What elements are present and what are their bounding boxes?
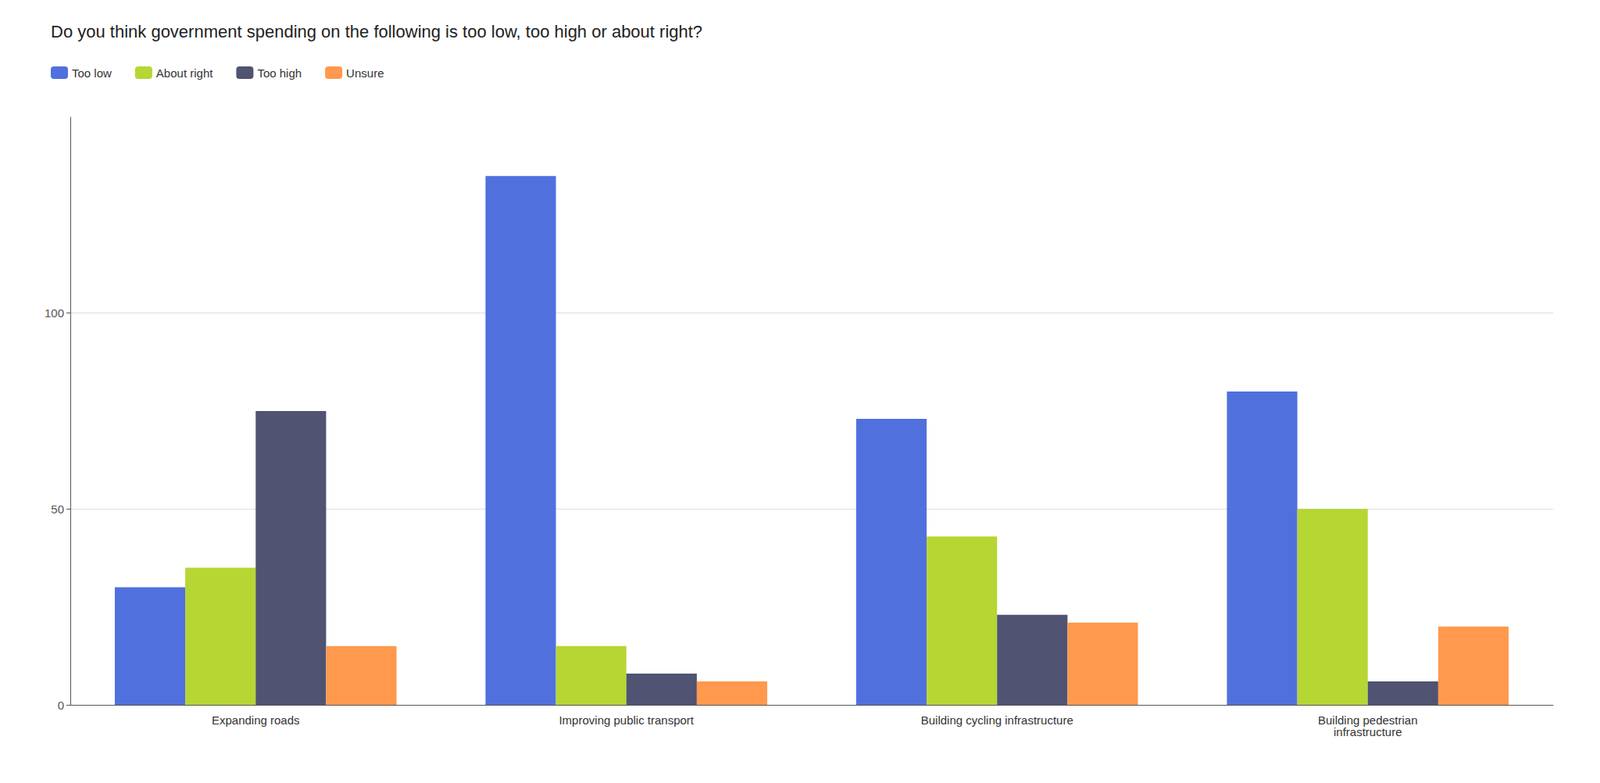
svg-text:infrastructure: infrastructure [1333, 725, 1403, 739]
svg-text:Improving public transport: Improving public transport [558, 713, 694, 727]
svg-text:100: 100 [44, 306, 65, 320]
svg-text:Building pedestrian: Building pedestrian [1317, 713, 1418, 727]
svg-text:Unsure: Unsure [346, 66, 384, 80]
svg-text:Expanding roads: Expanding roads [211, 713, 300, 727]
svg-text:50: 50 [50, 502, 65, 516]
svg-text:Building cycling infrastructur: Building cycling infrastructure [921, 713, 1074, 727]
svg-text:Do you think government spendi: Do you think government spending on the … [50, 21, 703, 42]
svg-text:About right: About right [156, 66, 214, 80]
svg-text:Too low: Too low [71, 66, 112, 80]
svg-text:Too high: Too high [257, 66, 302, 80]
svg-text:0: 0 [57, 698, 65, 712]
